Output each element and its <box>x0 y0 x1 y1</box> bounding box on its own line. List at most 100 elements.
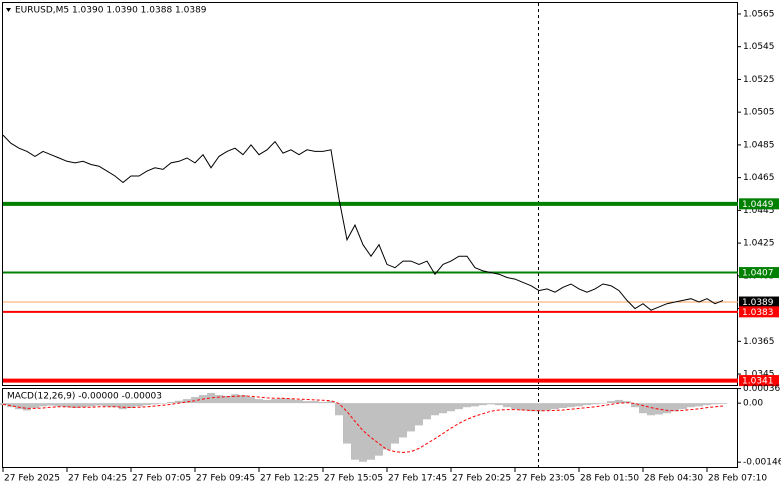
x-tick-label: 28 Feb 01:50 <box>580 474 639 484</box>
x-tick-label: 27 Feb 20:25 <box>452 474 511 484</box>
macd-bar <box>551 403 559 410</box>
macd-bar <box>215 395 223 404</box>
macd-bar <box>183 399 191 404</box>
macd-bar <box>71 403 79 408</box>
macd-bar <box>591 403 599 405</box>
x-tick-label: 27 Feb 12:25 <box>260 474 319 484</box>
macd-bar <box>255 399 263 404</box>
macd-bar <box>679 403 687 410</box>
y-tick-label: 1.0565 <box>743 9 775 19</box>
macd-bar <box>111 403 119 408</box>
x-tick-label: 27 Feb 07:05 <box>132 474 191 484</box>
signal-line <box>2 395 724 454</box>
macd-bar <box>351 403 359 460</box>
macd-bar <box>359 403 367 462</box>
macd-bar <box>279 398 287 404</box>
macd-bar <box>431 403 439 416</box>
macd-bar <box>623 401 631 404</box>
macd-bar <box>63 403 71 408</box>
macd-bar <box>335 403 343 416</box>
macd-bar <box>239 395 247 404</box>
macd-bar <box>55 403 63 407</box>
macd-bar <box>143 403 151 406</box>
level-label: 1.0383 <box>742 308 774 318</box>
macd-bar <box>191 397 199 404</box>
macd-bar <box>503 403 511 408</box>
macd-bar <box>271 399 279 404</box>
macd-bar <box>495 403 503 406</box>
x-tick-label: 27 Feb 04:25 <box>68 474 127 484</box>
y-tick-label: 1.0545 <box>743 42 775 52</box>
level-label: 1.0407 <box>742 269 774 279</box>
macd-bar <box>471 403 479 407</box>
x-tick-label: 27 Feb 09:45 <box>196 474 255 484</box>
x-tick-label: 27 Feb 2025 <box>4 474 60 484</box>
y-tick-label: 1.0505 <box>743 108 775 118</box>
macd-bar <box>15 403 23 410</box>
macd-bar <box>399 403 407 438</box>
x-tick-label: 28 Feb 07:10 <box>708 474 767 484</box>
macd-bar <box>671 403 679 412</box>
macd-bar <box>455 403 463 410</box>
macd-bar <box>487 403 495 405</box>
macd-panel-frame <box>2 388 738 468</box>
level-label-box <box>739 306 779 318</box>
main-panel-frame <box>2 2 738 386</box>
macd-title: MACD(12,26,9) -0.00000 -0.00003 <box>7 392 162 402</box>
macd-bar <box>479 403 487 406</box>
macd-bar <box>47 403 55 406</box>
macd-bar <box>119 403 127 410</box>
macd-bar <box>511 403 519 410</box>
macd-bar <box>311 401 319 404</box>
macd-bar <box>543 403 551 411</box>
macd-bar <box>415 403 423 426</box>
macd-bar <box>559 403 567 408</box>
title-arrow <box>6 8 11 12</box>
macd-bar <box>639 403 647 414</box>
macd-bar <box>583 403 591 406</box>
macd-bar <box>247 397 255 404</box>
macd-bar <box>615 399 623 404</box>
macd-bar <box>159 403 167 404</box>
macd-bar <box>695 403 703 407</box>
macd-bar <box>151 403 159 405</box>
x-tick-label: 28 Feb 04:30 <box>644 474 703 484</box>
macd-bar <box>575 403 583 407</box>
macd-bar <box>439 403 447 414</box>
price-line <box>2 134 724 311</box>
macd-bar <box>375 403 383 456</box>
y-tick-label: 1.0485 <box>743 140 775 150</box>
macd-bar <box>207 393 215 404</box>
y-tick-label: 1.0525 <box>743 75 775 85</box>
macd-bar <box>223 395 231 404</box>
level-label-box <box>739 296 779 308</box>
macd-bar <box>87 403 95 407</box>
x-tick-label: 27 Feb 23:05 <box>516 474 575 484</box>
macd-bar <box>127 403 135 408</box>
macd-bar <box>231 394 239 404</box>
macd-bar <box>319 401 327 404</box>
macd-bar <box>23 403 31 411</box>
macd-bar <box>631 403 639 408</box>
macd-bar <box>175 400 183 404</box>
y-tick-label: 1.0365 <box>743 337 775 347</box>
level-label: 1.0449 <box>742 200 774 210</box>
macd-bar <box>447 403 455 412</box>
y-tick-label: 0.00036 <box>743 384 780 394</box>
level-label-box <box>739 198 779 210</box>
macd-bar <box>703 403 711 406</box>
macd-bar <box>135 403 143 407</box>
y-tick-label: 1.0345 <box>743 370 775 380</box>
y-tick-label: 1.0425 <box>743 239 775 249</box>
macd-bar <box>407 403 415 432</box>
macd-bar <box>655 403 663 415</box>
x-tick-label: 27 Feb 17:45 <box>388 474 447 484</box>
macd-bar <box>367 403 375 460</box>
macd-bar <box>519 403 527 411</box>
macd-bar <box>295 399 303 404</box>
y-tick-label: 0.00 <box>743 399 763 409</box>
macd-bar <box>663 403 671 414</box>
macd-bar <box>103 403 111 407</box>
level-label-box <box>739 375 779 387</box>
